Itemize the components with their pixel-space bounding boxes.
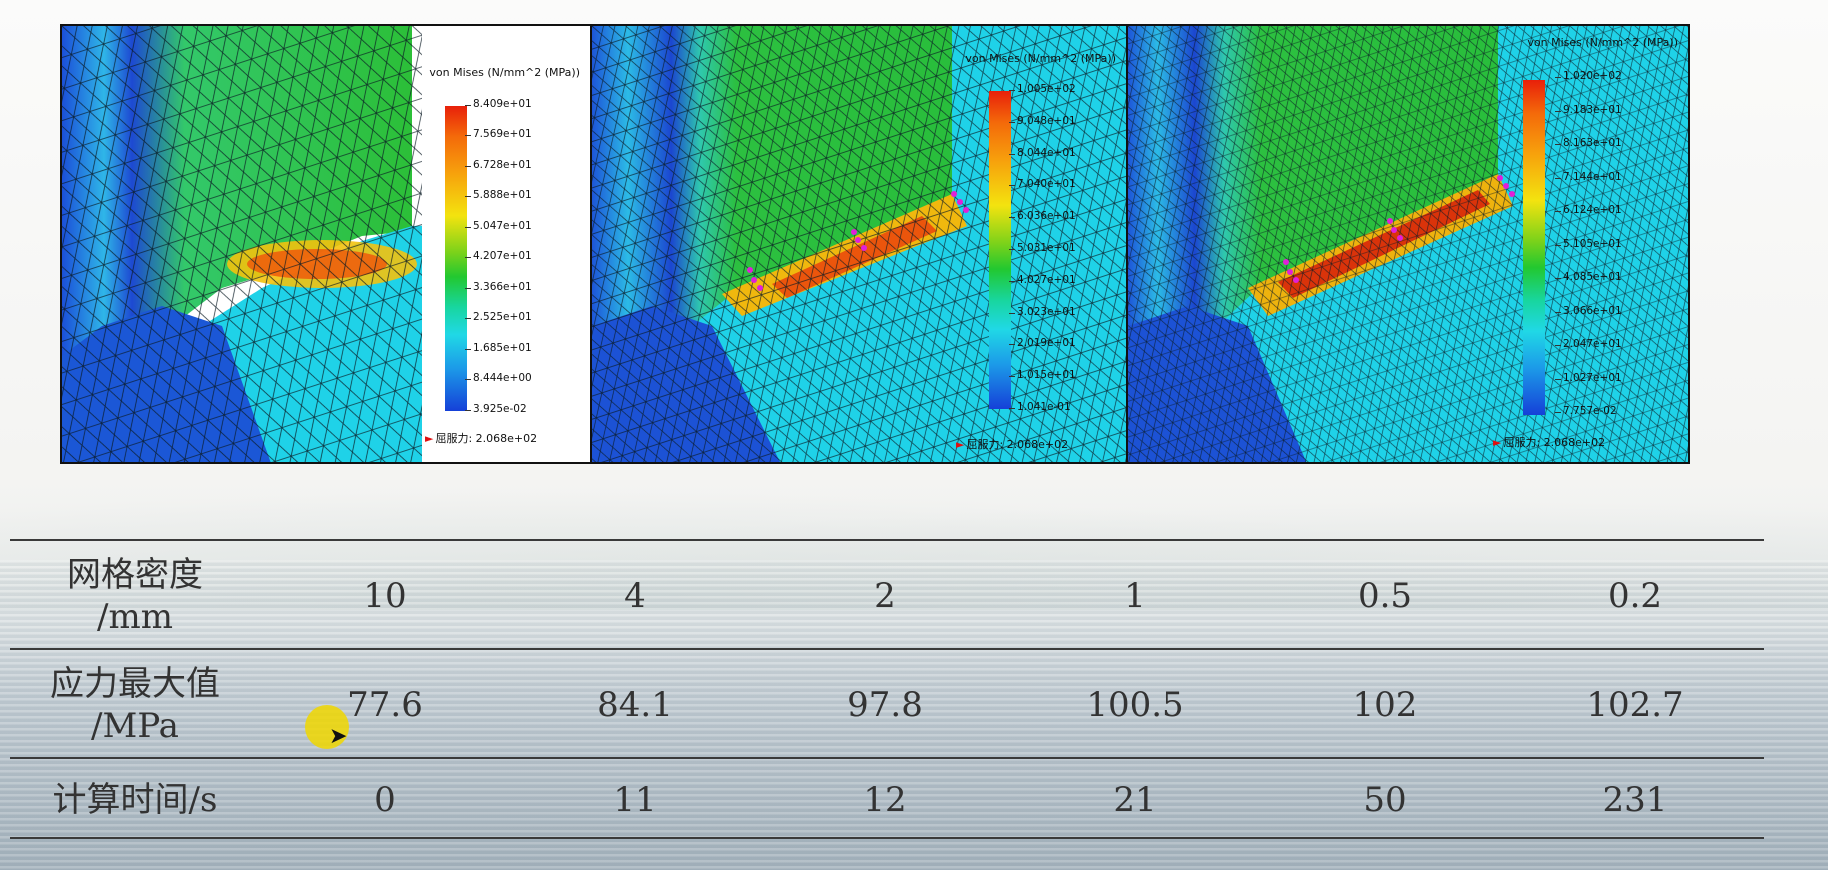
table-cell: 10: [363, 576, 407, 616]
table-cell: 0: [374, 780, 396, 820]
table-row-compute-time: 计算时间/s 0 11 12 21 50 231: [10, 779, 1764, 821]
tick-label: 5.031e+01: [1009, 242, 1076, 254]
row-header-line: 计算时间/s: [52, 780, 218, 820]
tick-label: 6.036e+01: [1009, 210, 1076, 222]
tick-label: 8.163e+01: [1555, 137, 1622, 149]
yield-arrow-icon: ►: [956, 438, 965, 451]
tick-label: 1.685e+01: [465, 342, 532, 354]
yield-text: 屈服力: 2.068e+02: [435, 432, 538, 445]
table-cell: 102.7: [1586, 685, 1684, 725]
mouse-pointer-icon: ➤: [329, 724, 348, 749]
fea-panel-mesh-10mm: von Mises (N/mm^2 (MPa)) 8.409e+01 7.569…: [60, 24, 592, 464]
tick-label: 9.183e+01: [1555, 104, 1622, 116]
tick-label: 3.023e+01: [1009, 306, 1076, 318]
yield-text: 屈服力: 2.068e+02: [966, 438, 1069, 451]
tick-label: 2.525e+01: [465, 311, 532, 323]
cursor-highlight: [305, 705, 349, 749]
yield-strength-label: ► 屈服力: 2.068e+02: [425, 430, 537, 446]
fea-panel-mesh-4mm: von Mises (N/mm^2 (MPa)) 1.005e+02 9.048…: [590, 24, 1128, 464]
stress-legend: von Mises (N/mm^2 (MPa)) 8.409e+01 7.569…: [425, 26, 590, 462]
background-sea: [0, 560, 1828, 870]
row-header: 网格密度 /mm: [10, 554, 260, 638]
table-cell: 2: [874, 576, 896, 616]
row-header-line: 应力最大值: [50, 664, 220, 704]
yield-strength-label: ► 屈服力: 2.068e+02: [1493, 434, 1605, 450]
tick-label: 1.041e-01: [1009, 401, 1071, 413]
table-cell: 4: [624, 576, 646, 616]
fea-mesh-render: [592, 26, 1126, 462]
fea-panel-mesh-1mm: von Mises (N/mm^2 (MPa)) 1.020e+02 9.183…: [1126, 24, 1690, 464]
tick-label: 2.019e+01: [1009, 337, 1076, 349]
tick-label: 2.047e+01: [1555, 338, 1622, 350]
tick-label: 5.888e+01: [465, 189, 532, 201]
table-cell: 77.6: [347, 685, 423, 725]
row-header: 应力最大值 /MPa: [10, 663, 260, 747]
tick-label: 3.925e-02: [465, 403, 527, 415]
tick-label: 3.066e+01: [1555, 305, 1622, 317]
tick-label: 6.728e+01: [465, 159, 532, 171]
table-cell: 12: [863, 780, 907, 820]
table-cell: 0.2: [1607, 576, 1663, 616]
yield-text: 屈服力: 2.068e+02: [1503, 436, 1606, 449]
stress-legend: von Mises (N/mm^2 (MPa)) 1.020e+02 9.183…: [1493, 26, 1688, 462]
row-header: 计算时间/s: [10, 779, 260, 821]
table-row-mesh-density: 网格密度 /mm 10 4 2 1 0.5 0.2: [10, 554, 1764, 638]
table-cell: 84.1: [597, 685, 673, 725]
tick-label: 7.757e-02: [1555, 405, 1617, 417]
table-cell: 50: [1363, 780, 1407, 820]
table-cell: 102: [1352, 685, 1418, 725]
tick-label: 7.040e+01: [1009, 178, 1076, 190]
stress-colorbar: [445, 106, 467, 411]
legend-title: von Mises (N/mm^2 (MPa)): [429, 66, 580, 79]
tick-label: 1.027e+01: [1555, 372, 1622, 384]
table-rule-bottom: [10, 837, 1764, 839]
yield-strength-label: ► 屈服力: 2.068e+02: [956, 436, 1068, 452]
table-cell: 1: [1124, 576, 1146, 616]
tick-label: 5.047e+01: [465, 220, 532, 232]
table-rule: [10, 648, 1764, 650]
tick-label: 1.015e+01: [1009, 369, 1076, 381]
legend-title: von Mises (N/mm^2 (MPa)): [1527, 36, 1678, 49]
table-cell: 97.8: [847, 685, 923, 725]
yield-arrow-icon: ►: [425, 432, 434, 445]
tick-label: 8.409e+01: [465, 98, 532, 110]
yield-arrow-icon: ►: [1493, 436, 1502, 449]
legend-title: von Mises (N/mm^2 (MPa)): [965, 52, 1116, 65]
tick-label: 8.044e+01: [1009, 147, 1076, 159]
table-row-max-stress: 应力最大值 /MPa 77.6 84.1 97.8 100.5 102 102.…: [10, 663, 1764, 747]
tick-label: 6.124e+01: [1555, 204, 1622, 216]
table-cell: 21: [1113, 780, 1157, 820]
tick-label: 3.366e+01: [465, 281, 532, 293]
tick-label: 1.020e+02: [1555, 70, 1622, 82]
row-header-line: 网格密度: [67, 555, 203, 595]
tick-label: 1.005e+02: [1009, 83, 1076, 95]
stress-colorbar: [989, 91, 1011, 409]
tick-label: 7.569e+01: [465, 128, 532, 140]
stress-colorbar: [1523, 80, 1545, 415]
table-cell: 231: [1602, 780, 1668, 820]
table-rule-top: [10, 539, 1764, 541]
tick-label: 4.085e+01: [1555, 271, 1622, 283]
table-rule: [10, 757, 1764, 759]
tick-label: 4.207e+01: [465, 250, 532, 262]
table-cell: 11: [613, 780, 657, 820]
fea-mesh-render: [62, 26, 590, 462]
tick-label: 4.027e+01: [1009, 274, 1076, 286]
tick-label: 5.105e+01: [1555, 238, 1622, 250]
stress-legend: von Mises (N/mm^2 (MPa)) 1.005e+02 9.048…: [956, 26, 1126, 462]
tick-label: 8.444e+00: [465, 372, 532, 384]
row-header-line: /MPa: [91, 706, 179, 746]
row-header-line: /mm: [97, 597, 173, 637]
tick-label: 9.048e+01: [1009, 115, 1076, 127]
fea-mesh-render: [1128, 26, 1688, 462]
tick-label: 7.144e+01: [1555, 171, 1622, 183]
table-cell: 0.5: [1357, 576, 1413, 616]
table-cell: 100.5: [1086, 685, 1184, 725]
